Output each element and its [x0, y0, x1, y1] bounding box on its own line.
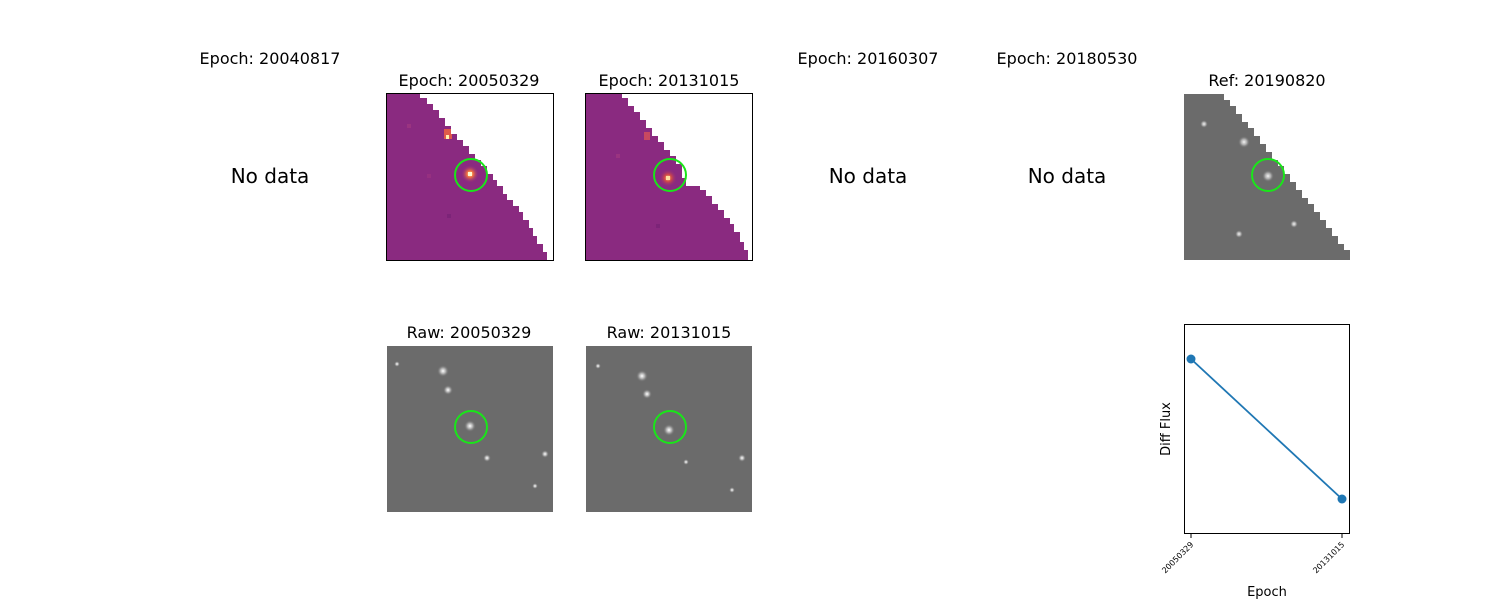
- reference-image-20190820: [1184, 94, 1350, 260]
- series-line: [1190, 358, 1343, 500]
- target-marker-ring: [653, 158, 687, 192]
- data-point: [1186, 354, 1196, 364]
- panel-title-raw-20050329: Raw: 20050329: [406, 323, 532, 342]
- diff-image-20050329: [386, 93, 554, 261]
- target-marker-ring: [454, 158, 488, 192]
- panel-title-raw-20131015: Raw: 20131015: [606, 323, 732, 342]
- raw-image-20131015: [586, 346, 752, 512]
- x-tick-label: 20131015: [1311, 540, 1346, 575]
- no-data-message-20040817: No data: [230, 164, 310, 188]
- target-marker-ring: [454, 410, 488, 444]
- no-data-message-20180530: No data: [1027, 164, 1107, 188]
- target-marker-ring: [653, 410, 687, 444]
- no-data-message-20160307: No data: [828, 164, 908, 188]
- raw-image-20050329: [387, 346, 553, 512]
- x-axis-label: Epoch: [1247, 585, 1287, 600]
- x-tick-label: 20050329: [1160, 540, 1195, 575]
- panel-title-ref: Ref: 20190820: [1208, 71, 1326, 90]
- panel-title-epoch-20160307: Epoch: 20160307: [797, 49, 939, 68]
- y-axis-label: Diff Flux: [1159, 402, 1174, 456]
- target-marker-ring: [1251, 158, 1285, 192]
- chart-frame: [1184, 324, 1350, 534]
- panel-title-epoch-20040817: Epoch: 20040817: [199, 49, 341, 68]
- data-point: [1337, 494, 1347, 504]
- panel-title-epoch-20050329: Epoch: 20050329: [398, 71, 540, 90]
- panel-title-epoch-20180530: Epoch: 20180530: [996, 49, 1138, 68]
- panel-title-epoch-20131015: Epoch: 20131015: [598, 71, 740, 90]
- diff-image-20131015: [585, 93, 753, 261]
